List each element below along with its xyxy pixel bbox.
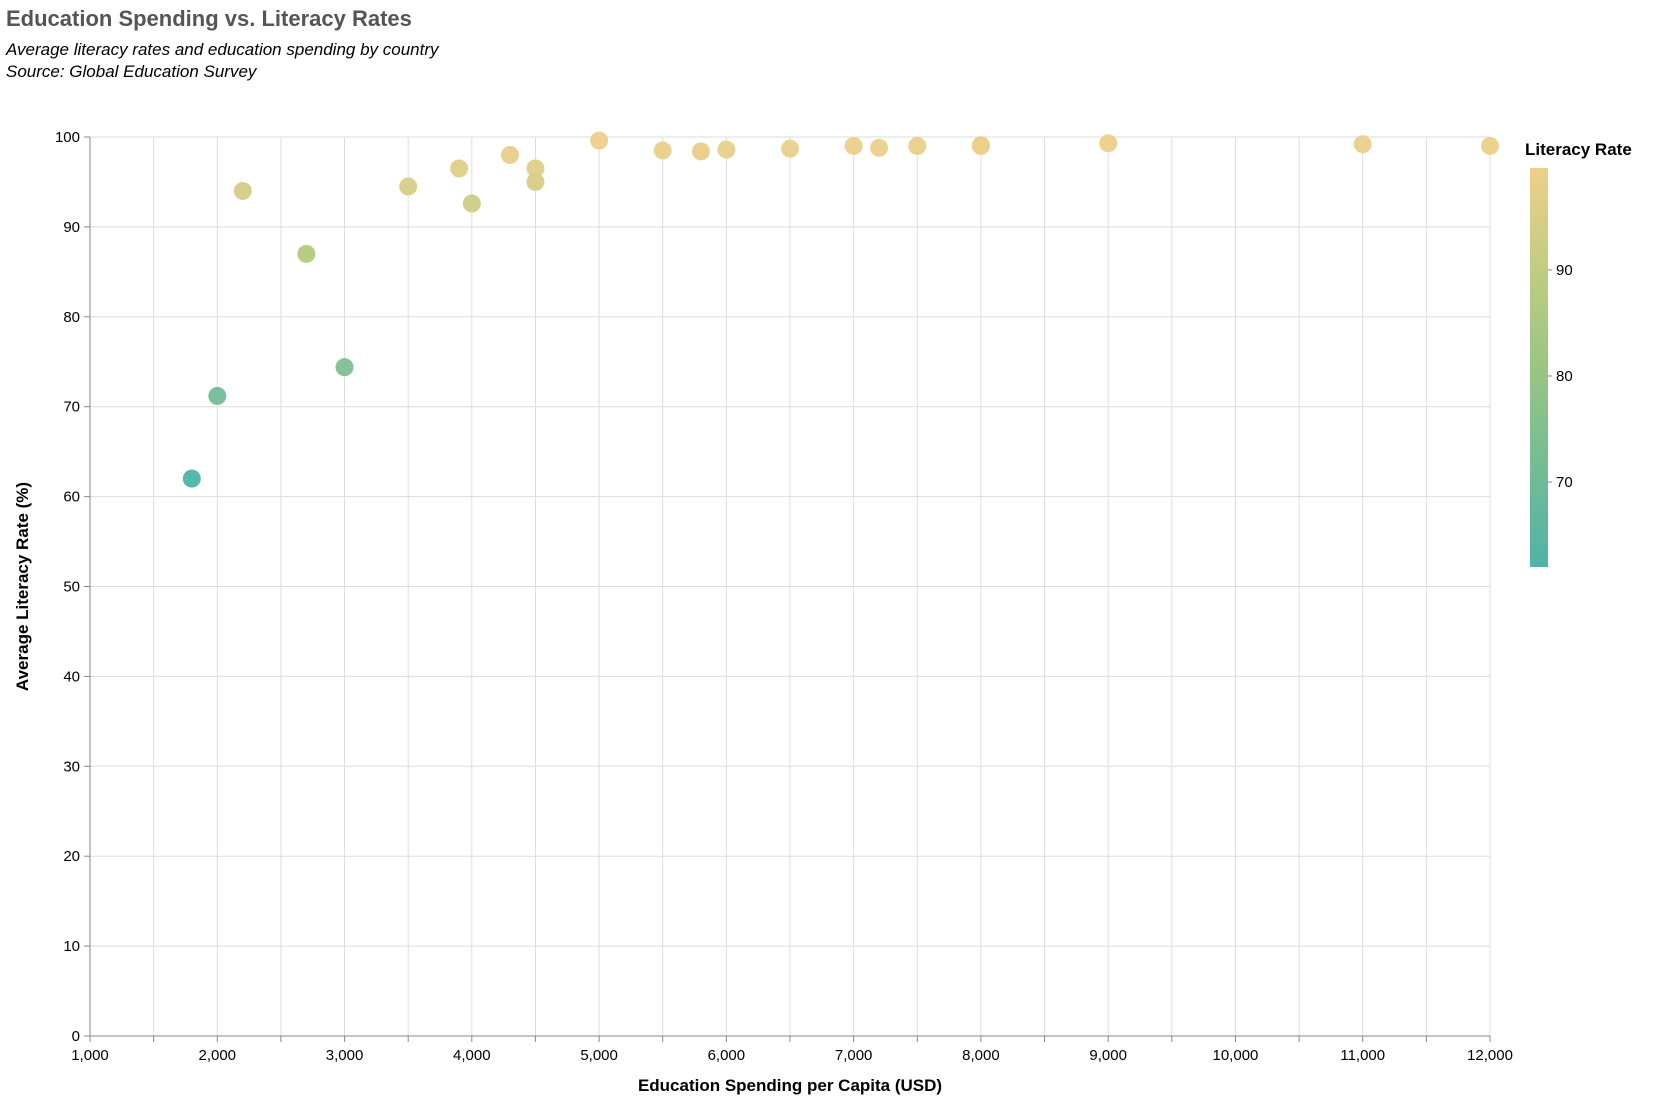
legend-title: Literacy Rate xyxy=(1525,140,1632,159)
data-point xyxy=(1481,136,1499,155)
data-point xyxy=(590,131,609,150)
data-point xyxy=(462,194,481,213)
y-tick-label: 40 xyxy=(63,668,80,685)
x-tick-label: 12,000 xyxy=(1467,1047,1513,1064)
x-tick-label: 2,000 xyxy=(198,1047,236,1064)
y-tick-label: 0 xyxy=(72,1028,80,1045)
data-point xyxy=(971,136,990,155)
x-tick-label: 10,000 xyxy=(1213,1047,1259,1064)
data-point xyxy=(501,145,519,164)
y-tick-label: 50 xyxy=(63,579,80,596)
y-tick-label: 30 xyxy=(63,758,80,775)
x-tick-label: 4,000 xyxy=(453,1047,491,1064)
x-tick-label: 5,000 xyxy=(580,1047,618,1064)
x-axis-title: Education Spending per Capita (USD) xyxy=(638,1076,942,1095)
data-point xyxy=(335,358,354,377)
y-tick-label: 90 xyxy=(63,219,80,236)
data-point xyxy=(870,138,889,157)
x-tick-label: 8,000 xyxy=(962,1047,1000,1064)
data-point xyxy=(844,136,863,155)
data-point xyxy=(526,159,545,178)
x-tick-label: 11,000 xyxy=(1340,1047,1385,1064)
data-point xyxy=(233,181,252,200)
legend-color-bar xyxy=(1530,168,1548,567)
chart-subtitle-line-2: Source: Global Education Survey xyxy=(6,62,257,81)
x-tick-label: 1,000 xyxy=(71,1047,109,1064)
legend-tick-label: 90 xyxy=(1556,262,1573,279)
y-tick-label: 20 xyxy=(63,848,80,865)
data-point xyxy=(182,469,201,488)
data-point xyxy=(297,244,316,263)
x-tick-label: 6,000 xyxy=(708,1047,746,1064)
data-point xyxy=(691,142,710,161)
data-point xyxy=(399,177,418,196)
data-point xyxy=(526,172,545,191)
data-point xyxy=(717,140,736,159)
data-point xyxy=(908,136,927,155)
x-tick-label: 9,000 xyxy=(1089,1047,1127,1064)
data-point xyxy=(1353,135,1372,154)
data-point xyxy=(781,139,799,158)
data-point xyxy=(653,141,672,160)
x-tick-label: 3,000 xyxy=(326,1047,364,1064)
y-tick-label: 60 xyxy=(63,489,80,506)
chart-subtitle-line-1: Average literacy rates and education spe… xyxy=(6,40,439,59)
data-point xyxy=(208,386,227,405)
y-tick-label: 10 xyxy=(63,938,80,955)
x-tick-label: 7,000 xyxy=(835,1047,873,1064)
legend-tick-label: 80 xyxy=(1556,368,1573,385)
legend-tick-label: 70 xyxy=(1556,474,1573,491)
y-axis-title: Average Literacy Rate (%) xyxy=(13,482,32,691)
y-tick-label: 70 xyxy=(63,399,80,416)
y-tick-label: 100 xyxy=(55,129,80,146)
data-point xyxy=(450,159,469,178)
data-point xyxy=(1099,134,1118,153)
y-tick-label: 80 xyxy=(63,309,80,326)
chart-title: Education Spending vs. Literacy Rates xyxy=(6,6,412,31)
